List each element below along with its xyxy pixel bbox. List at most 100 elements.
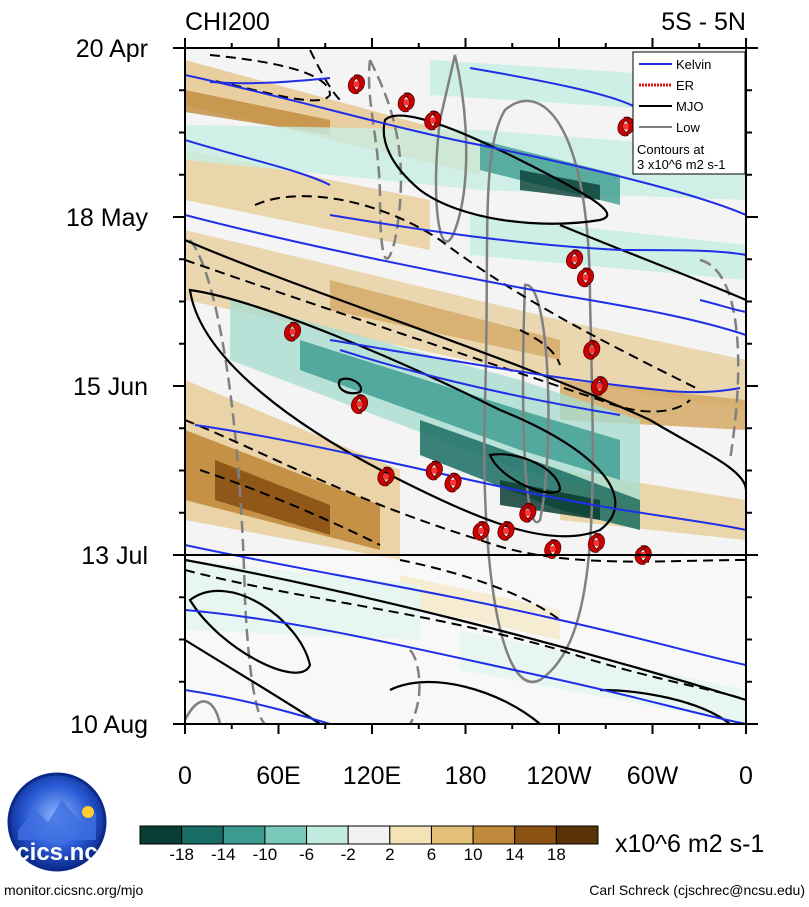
colorbar-swatch	[430, 825, 474, 845]
x-tick-label: 60W	[627, 762, 679, 790]
mjo-contour	[488, 453, 562, 494]
tropical-cyclone-icon	[347, 74, 365, 95]
mjo-contour-dashed	[519, 329, 561, 366]
mjo-contour-dashed	[199, 469, 381, 546]
colorbar-label: 6	[427, 845, 436, 864]
tropical-cyclone-icon	[634, 545, 652, 565]
shade-positive-band	[400, 575, 560, 640]
y-tick-labels: 20 Apr 18 May 15 Jun 13 Jul 10 Aug	[66, 35, 148, 739]
kelvin-contour	[194, 424, 746, 531]
mjo-contour-dashed	[185, 569, 746, 701]
tropical-cyclone-icon	[397, 92, 415, 113]
colorbar-label: -18	[169, 845, 194, 864]
x-tick-label: 120E	[343, 762, 401, 790]
kelvin-contour	[185, 544, 746, 666]
shade-negative-band	[500, 480, 600, 520]
footer-left: monitor.cicsnc.org/mjo	[4, 882, 143, 898]
colorbar-swatch	[389, 825, 432, 845]
tropical-cyclone-icon	[424, 110, 442, 131]
x-tick-label: 0	[178, 762, 192, 790]
legend: Kelvin ER MJO Low Contours at 3 x10^6 m2 s-…	[632, 51, 746, 175]
mjo-contour	[599, 688, 731, 724]
x-tick-label: 60E	[256, 762, 300, 790]
kelvin-contour	[469, 67, 641, 111]
low-contour	[521, 283, 550, 524]
colorbar-label: 10	[464, 845, 483, 864]
mjo-contour	[382, 114, 609, 225]
mjo-contour	[188, 589, 312, 674]
kelvin-contour	[185, 689, 331, 724]
mjo-contour	[337, 377, 363, 395]
tropical-cyclone-icon	[519, 502, 537, 523]
y-tick-label: 10 Aug	[70, 711, 148, 739]
low-contour-dashed	[189, 239, 266, 724]
low-contour-dashed	[699, 258, 740, 461]
tropical-cyclone-icon	[566, 249, 584, 270]
logo-sun-icon	[82, 806, 94, 818]
colorbar-swatch	[139, 825, 183, 845]
tropical-cyclone-icon	[472, 521, 490, 541]
x-tick-labels: 0 60E 120E 180 120W 60W 0	[178, 762, 753, 790]
y-tick-label: 20 Apr	[76, 35, 148, 63]
low-contour	[482, 99, 595, 684]
x-tick-label: 0	[739, 762, 753, 790]
colorbar-swatch	[514, 825, 557, 845]
mjo-contour	[389, 680, 541, 724]
colorbar-units: x10^6 m2 s-1	[615, 830, 764, 858]
colorbar-swatch	[306, 825, 349, 845]
logo-mountains-icon	[18, 800, 96, 840]
shade-positive-band	[185, 150, 430, 250]
tropical-cyclone-icon	[587, 533, 605, 553]
shade-positive-band	[215, 460, 330, 535]
colorbar-swatch	[181, 825, 224, 845]
kelvin-contour	[209, 77, 331, 85]
tropical-cyclone-icon	[351, 394, 369, 414]
colorbar-label: 2	[385, 845, 394, 864]
low-contour	[434, 54, 468, 243]
tropical-cyclone-icon	[617, 116, 635, 137]
kelvin-contour	[339, 349, 621, 416]
kelvin-contour	[329, 214, 746, 256]
tropical-cyclone-icon	[583, 339, 601, 360]
tropical-cyclone-icon	[576, 267, 594, 288]
cics-logo: cics.nc	[7, 772, 107, 872]
kelvin-contour	[185, 74, 746, 216]
tropical-cyclone-icon	[544, 539, 562, 559]
x-tick-label: 120W	[526, 762, 592, 790]
colorbar-swatch	[264, 825, 308, 845]
anomaly-shading	[185, 60, 746, 724]
chart-title: CHI200	[185, 8, 270, 36]
chart-subtitle: 5S - 5N	[661, 8, 746, 36]
colorbar-label: 14	[505, 845, 524, 864]
colorbar-labels: -18 -14 -10 -6 -2 2 6 10 14 18	[169, 845, 565, 864]
low-contour-dashed	[408, 649, 421, 724]
colorbar-swatch	[347, 825, 391, 845]
logo-text: cics.nc	[16, 839, 97, 866]
tropical-cyclone-icon	[444, 472, 462, 493]
shade-negative-band	[470, 215, 746, 280]
mjo-contour	[559, 223, 746, 302]
kelvin-contour	[185, 214, 746, 336]
tropical-cyclone-icon	[377, 466, 395, 487]
tropical-cyclone-icon	[284, 321, 302, 342]
y-tick-label: 13 Jul	[81, 542, 148, 570]
mjo-contour-dashed	[399, 559, 561, 621]
forecast-region	[185, 556, 746, 724]
x-tick-label: 180	[445, 762, 487, 790]
colorbar-label: -2	[341, 845, 356, 864]
mjo-contour-dashed	[254, 195, 701, 391]
colorbar-label: -6	[299, 845, 314, 864]
colorbar-label: 18	[547, 845, 566, 864]
legend-label: MJO	[676, 99, 703, 114]
colorbar-label: -14	[211, 845, 236, 864]
kelvin-contour	[185, 609, 746, 724]
legend-label: Kelvin	[676, 57, 711, 72]
tropical-cyclone-icon	[425, 460, 443, 481]
tropical-cyclone-icon	[497, 521, 515, 541]
shade-positive-band	[330, 280, 560, 360]
mjo-contour	[188, 288, 617, 538]
colorbar-swatch	[555, 825, 599, 845]
kelvin-contour	[699, 299, 746, 313]
footer-right: Carl Schreck (cjschrec@ncsu.edu)	[589, 882, 805, 898]
